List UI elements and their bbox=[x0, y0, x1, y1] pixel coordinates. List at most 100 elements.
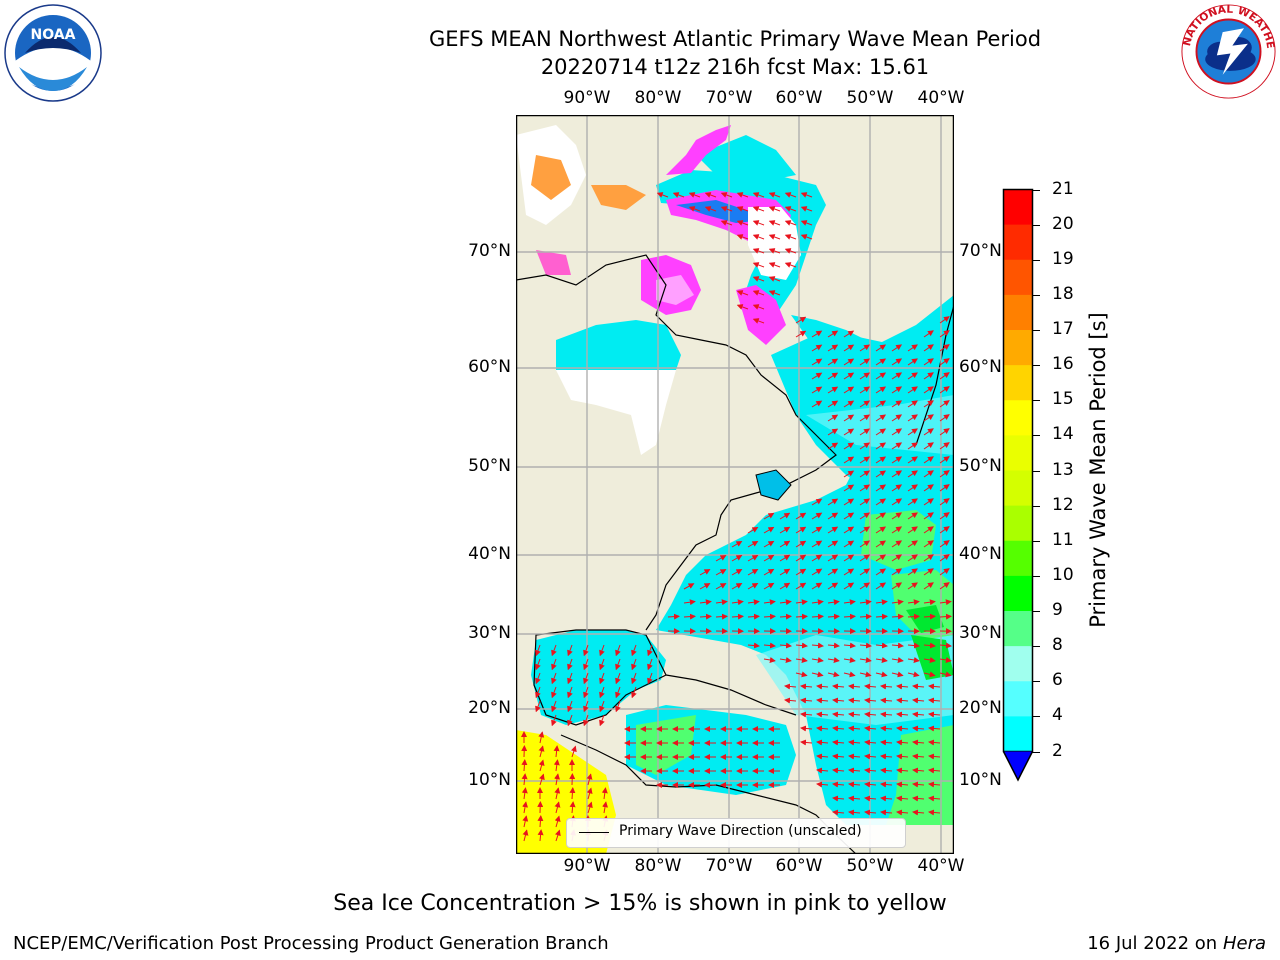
wave-direction-arrow bbox=[800, 683, 813, 690]
wave-direction-arrow bbox=[551, 672, 557, 685]
wave-direction-arrow bbox=[939, 599, 952, 606]
wave-direction-arrow bbox=[907, 512, 918, 520]
wave-direction-arrow bbox=[752, 192, 765, 198]
wave-direction-arrow bbox=[599, 714, 605, 727]
wave-direction-arrow bbox=[551, 686, 557, 699]
wave-direction-arrow bbox=[827, 330, 839, 338]
colorbar-segment bbox=[1003, 470, 1033, 507]
wave-direction-arrow bbox=[583, 686, 589, 699]
colorbar-tick-label: 18 bbox=[1052, 283, 1074, 304]
light-period-patch-north bbox=[806, 395, 954, 455]
wave-direction-arrow bbox=[907, 582, 918, 590]
wave-direction-arrow bbox=[928, 753, 941, 760]
wave-direction-arrow bbox=[939, 613, 952, 620]
wave-direction-arrow bbox=[827, 642, 840, 649]
wave-direction-arrow bbox=[939, 316, 950, 324]
wave-direction-arrow bbox=[875, 428, 887, 436]
wave-direction-arrow bbox=[864, 795, 877, 802]
wave-direction-arrow bbox=[715, 613, 728, 620]
wave-direction-arrow bbox=[939, 400, 950, 408]
wave-direction-arrow bbox=[795, 642, 808, 649]
wave-direction-arrow bbox=[811, 372, 823, 380]
wave-direction-arrow bbox=[907, 456, 918, 464]
wave-direction-arrow bbox=[923, 498, 934, 506]
wave-direction-arrow bbox=[891, 428, 903, 436]
wave-direction-arrow bbox=[859, 386, 871, 394]
nws-logo: NATIONAL WEATHER SERVICE bbox=[1180, 3, 1277, 99]
wave-direction-arrow bbox=[784, 206, 797, 212]
wave-direction-arrow bbox=[631, 686, 637, 699]
wave-direction-arrow bbox=[843, 484, 855, 492]
wave-direction-arrow bbox=[816, 725, 829, 732]
wave-direction-arrow bbox=[896, 711, 909, 718]
wave-direction-arrow bbox=[907, 400, 918, 408]
wave-direction-arrow bbox=[704, 206, 717, 212]
lon-label-bottom-60w: 60°W bbox=[775, 856, 823, 876]
wave-direction-arrow bbox=[763, 512, 775, 520]
wave-direction-arrow bbox=[923, 372, 934, 380]
wave-direction-arrow bbox=[907, 599, 920, 606]
wave-direction-arrow bbox=[811, 568, 823, 576]
colorbar-tick-mark bbox=[1032, 646, 1040, 648]
wave-direction-arrow bbox=[683, 583, 695, 590]
wave-direction-arrow bbox=[551, 700, 557, 713]
wave-direction-arrow bbox=[875, 512, 887, 520]
sea-ice-orange bbox=[531, 155, 571, 200]
wave-direction-arrow bbox=[907, 671, 920, 678]
wave-direction-arrow bbox=[864, 753, 877, 760]
wave-direction-arrow bbox=[859, 400, 871, 408]
wave-direction-arrow bbox=[827, 512, 839, 520]
wave-direction-arrow bbox=[923, 330, 934, 338]
wave-direction-arrow bbox=[864, 767, 877, 774]
wave-direction-arrow bbox=[843, 344, 855, 352]
wave-direction-arrow bbox=[928, 739, 941, 746]
wave-direction-arrow bbox=[583, 700, 589, 713]
wave-direction-arrow bbox=[615, 700, 621, 713]
wave-direction-arrow bbox=[891, 344, 903, 352]
lon-label-top-90w: 90°W bbox=[563, 88, 611, 108]
wave-direction-arrow bbox=[583, 658, 589, 671]
wave-direction-arrow bbox=[827, 554, 839, 562]
wave-direction-arrow bbox=[699, 599, 712, 606]
wave-direction-arrow bbox=[699, 583, 711, 590]
wave-direction-arrow bbox=[923, 400, 934, 408]
wave-direction-arrow bbox=[763, 554, 775, 562]
wave-direction-arrow bbox=[859, 372, 871, 380]
period-9-patch-caribbean bbox=[636, 715, 696, 775]
wave-direction-arrow bbox=[521, 773, 528, 786]
wave-direction-arrow bbox=[752, 206, 765, 212]
wave-direction-arrow bbox=[736, 234, 749, 240]
wave-direction-arrow bbox=[816, 697, 829, 704]
wave-direction-arrow bbox=[843, 400, 855, 408]
wave-direction-arrow bbox=[848, 683, 861, 690]
colorbar-tick-label: 11 bbox=[1052, 529, 1074, 550]
colorbar-tick-label: 10 bbox=[1052, 564, 1074, 585]
wave-direction-arrow bbox=[811, 613, 824, 620]
wave-direction-arrow bbox=[795, 330, 807, 338]
wave-direction-arrow bbox=[747, 599, 760, 606]
wave-direction-arrow bbox=[784, 234, 797, 240]
colorbar-tick-mark bbox=[1032, 435, 1040, 437]
wave-period-map bbox=[516, 115, 954, 854]
wave-direction-arrow bbox=[923, 470, 934, 478]
wave-direction-arrow bbox=[752, 248, 765, 254]
colorbar-segment bbox=[1003, 716, 1033, 752]
wave-direction-arrow bbox=[535, 672, 541, 685]
wave-direction-arrow bbox=[779, 582, 791, 590]
wave-direction-arrow bbox=[567, 700, 573, 713]
wave-direction-arrow bbox=[843, 470, 855, 478]
wave-direction-arrow bbox=[875, 344, 887, 352]
wave-direction-arrow bbox=[896, 739, 909, 746]
lat-label-right-60n: 60°N bbox=[959, 357, 1002, 377]
wave-direction-arrow bbox=[864, 711, 877, 718]
wave-direction-arrow bbox=[939, 358, 950, 366]
colorbar-segment bbox=[1003, 294, 1033, 331]
wave-direction-arrow bbox=[567, 714, 573, 727]
wave-direction-arrow bbox=[875, 498, 887, 506]
wave-direction-arrow bbox=[567, 686, 573, 699]
wave-direction-arrow bbox=[843, 498, 855, 506]
wave-direction-arrow bbox=[688, 206, 701, 212]
wave-direction-arrow bbox=[827, 358, 839, 366]
wave-direction-arrow bbox=[615, 686, 621, 699]
colorbar-segment bbox=[1003, 505, 1033, 542]
